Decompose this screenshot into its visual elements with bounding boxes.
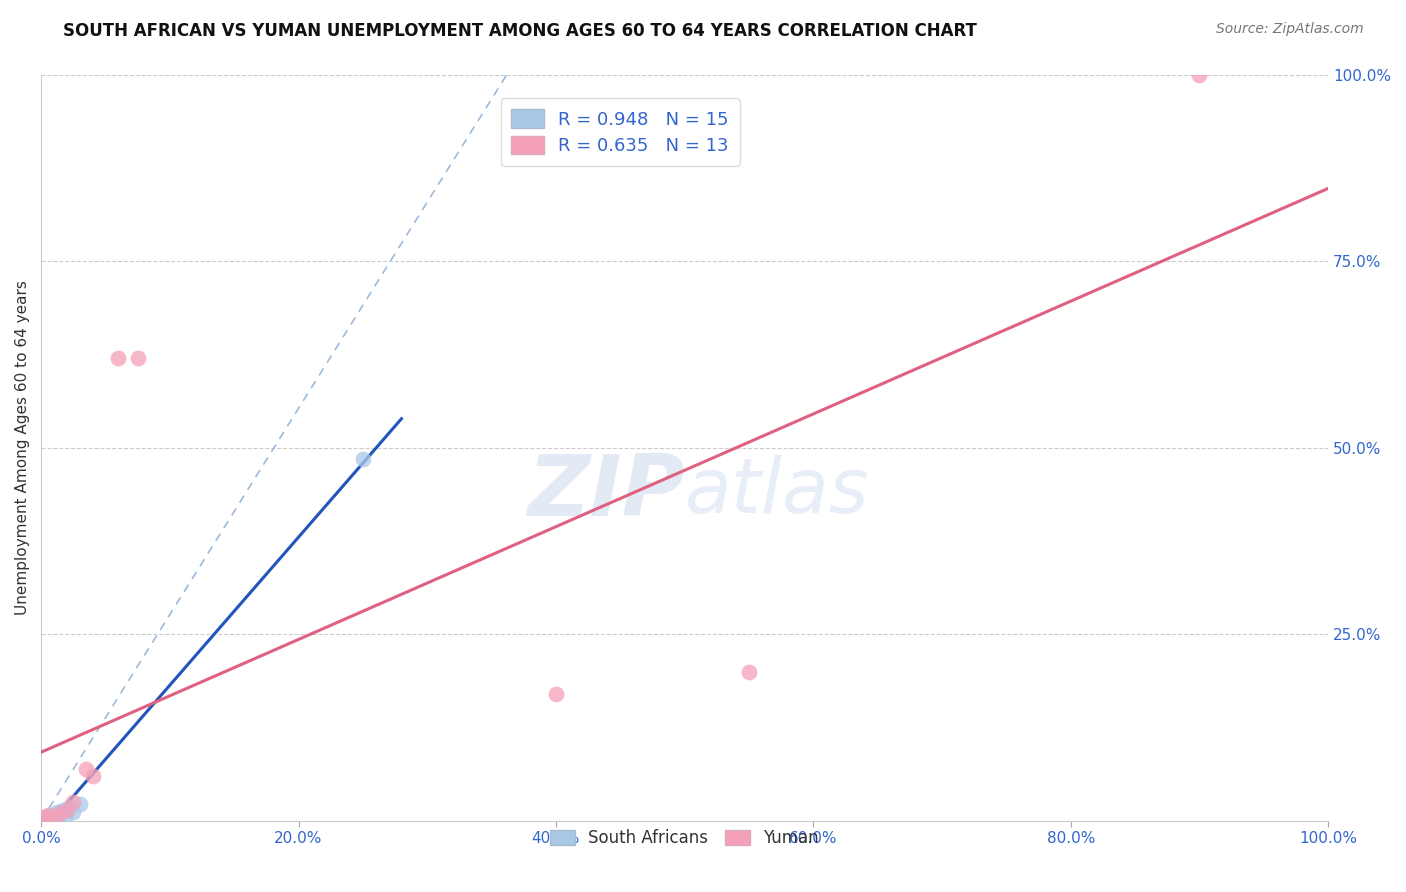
Point <box>49 806 72 821</box>
Point <box>69 797 91 812</box>
Point <box>30 810 52 824</box>
Point <box>1188 68 1211 82</box>
Point <box>41 812 63 826</box>
Point <box>75 762 97 776</box>
Point <box>127 351 149 365</box>
Point <box>52 803 75 817</box>
Text: ZIP: ZIP <box>527 451 685 534</box>
Legend: South Africans, Yuman: South Africans, Yuman <box>544 822 825 854</box>
Point <box>37 807 59 822</box>
Point <box>45 805 67 819</box>
Point <box>56 803 79 817</box>
Point <box>82 769 104 783</box>
Point <box>544 687 567 701</box>
Point <box>107 351 129 365</box>
Text: SOUTH AFRICAN VS YUMAN UNEMPLOYMENT AMONG AGES 60 TO 64 YEARS CORRELATION CHART: SOUTH AFRICAN VS YUMAN UNEMPLOYMENT AMON… <box>63 22 977 40</box>
Point <box>49 806 72 821</box>
Point <box>738 665 761 679</box>
Point <box>62 795 84 809</box>
Point <box>42 810 65 824</box>
Y-axis label: Unemployment Among Ages 60 to 64 years: Unemployment Among Ages 60 to 64 years <box>15 280 30 615</box>
Point <box>37 812 59 826</box>
Point <box>30 812 52 826</box>
Point <box>62 805 84 819</box>
Point <box>42 808 65 822</box>
Text: Source: ZipAtlas.com: Source: ZipAtlas.com <box>1216 22 1364 37</box>
Point <box>34 810 56 824</box>
Point <box>58 800 80 814</box>
Point <box>352 451 374 466</box>
Point <box>39 807 62 822</box>
Point <box>55 807 77 822</box>
Text: atlas: atlas <box>685 456 869 530</box>
Point <box>46 810 69 824</box>
